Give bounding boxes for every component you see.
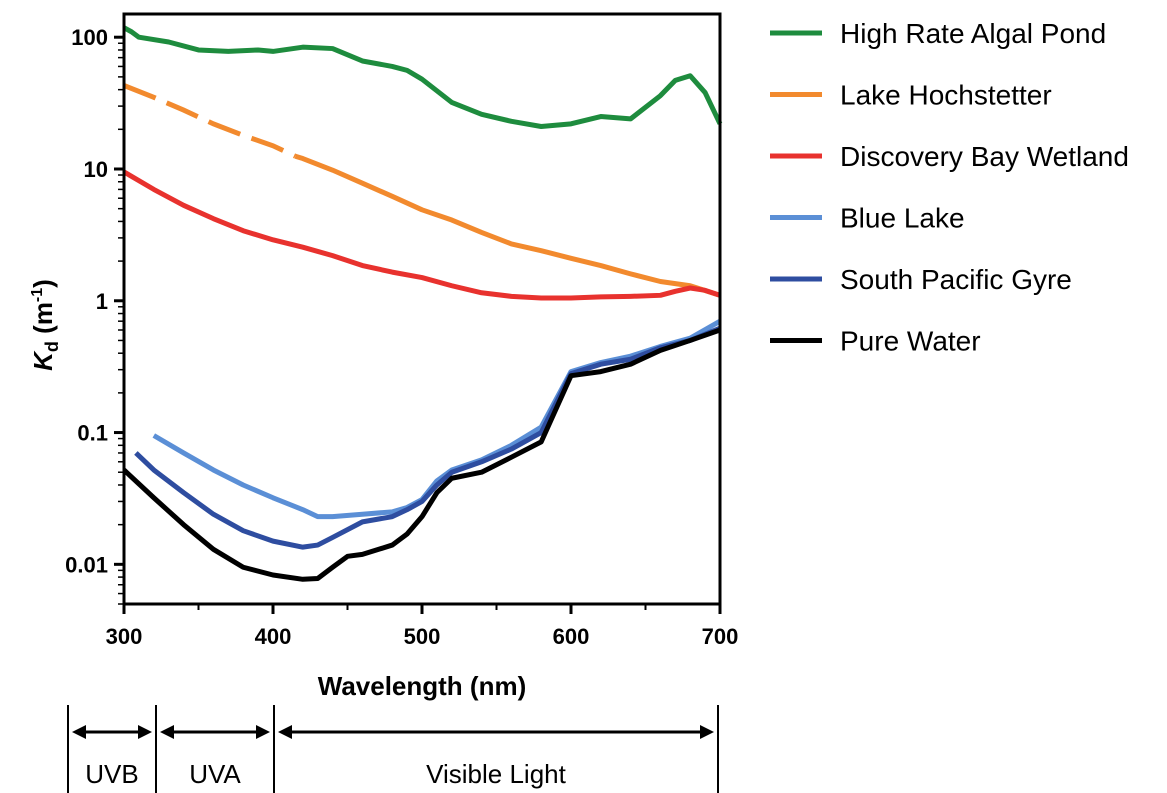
legend-label-blue-lake: Blue Lake [840, 203, 965, 234]
spectral-bands: UVB UVA Visible Light [67, 705, 719, 793]
x-axis-title: Wavelength (nm) [318, 671, 526, 701]
legend-label-high-rate-algal-pond: High Rate Algal Pond [840, 18, 1106, 49]
band-label: UVA [189, 759, 241, 789]
x-axis-ticks: 300 400 500 600 700 [106, 604, 739, 649]
series-line-lake-hochstetter-dashed [123, 83, 297, 159]
y-axis-sup: -1 [29, 288, 46, 302]
series-line-high-rate-algal-pond [122, 25, 723, 130]
band-label: UVB [85, 759, 138, 789]
series-line-south-pacific-gyre [134, 325, 721, 550]
y-tick-label: 1 [96, 289, 108, 314]
legend: High Rate Algal Pond Lake Hochstetter Disc… [770, 18, 1129, 357]
legend-label-south-pacific-gyre: South Pacific Gyre [840, 264, 1072, 295]
y-tick-label: 10 [84, 157, 108, 182]
band-arrow-left-head [160, 725, 174, 739]
y-axis-close: ) [28, 279, 58, 288]
legend-label-pure-water: Pure Water [840, 326, 981, 357]
series-line-discovery-bay-wetland [122, 169, 721, 301]
legend-label-discovery-bay-wetland: Discovery Bay Wetland [840, 141, 1129, 172]
x-tick-label: 500 [404, 624, 441, 649]
y-axis-title: Kd (m-1) [28, 279, 62, 371]
y-axis-symbol: K [28, 350, 58, 371]
series-line-pure-water [122, 327, 721, 582]
y-tick-label: 0.01 [65, 552, 108, 577]
band-arrow-left-head [72, 725, 86, 739]
band-arrow-right-head [256, 725, 270, 739]
y-tick-label: 100 [71, 25, 108, 50]
y-tick-label: 0.1 [77, 421, 108, 446]
series-line-lake-hochstetter [294, 153, 721, 298]
band-arrow-right-head [700, 725, 714, 739]
band-arrow-right-head [138, 725, 152, 739]
x-tick-label: 400 [255, 624, 292, 649]
y-axis-ticks: 0.01 0.1 1 10 100 [65, 25, 124, 605]
y-axis-subscript: d [42, 341, 62, 352]
x-tick-label: 300 [106, 624, 143, 649]
plot-area [122, 25, 723, 582]
y-axis-unit: (m [28, 302, 58, 334]
x-tick-label: 600 [553, 624, 590, 649]
svg-text:Kd (m-1): Kd (m-1) [28, 279, 62, 371]
legend-label-lake-hochstetter: Lake Hochstetter [840, 80, 1052, 111]
band-arrow-left-head [278, 725, 292, 739]
x-tick-label: 700 [702, 624, 739, 649]
band-label: Visible Light [426, 759, 567, 789]
